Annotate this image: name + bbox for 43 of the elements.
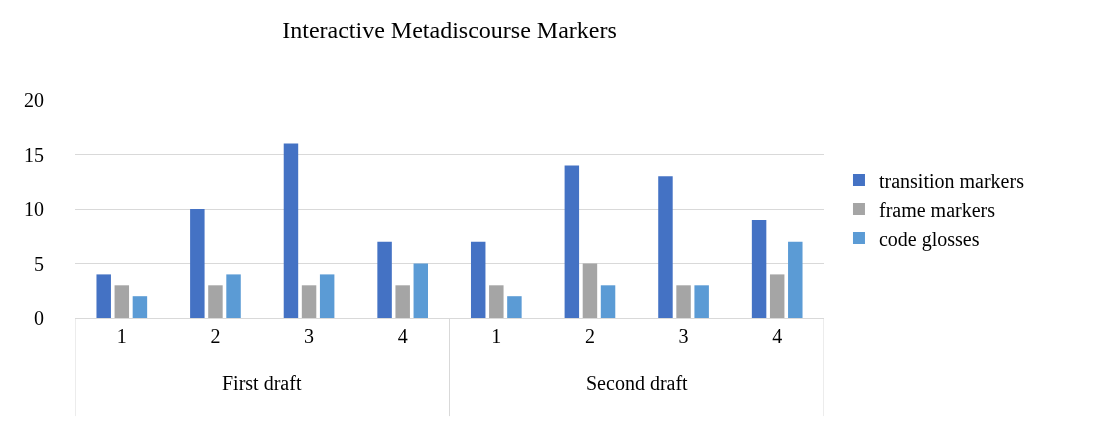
bar <box>413 263 429 318</box>
x-tick-label: 3 <box>304 325 315 347</box>
bar <box>301 285 317 318</box>
bar <box>769 274 785 318</box>
bar <box>564 165 580 318</box>
legend-label: code glosses <box>878 227 980 251</box>
bar <box>507 296 522 318</box>
y-tick-label: 15 <box>24 143 44 166</box>
bar <box>208 285 223 318</box>
bar <box>190 209 205 318</box>
bar <box>395 285 410 318</box>
y-tick-label: 20 <box>24 89 44 111</box>
text: First draft <box>222 372 302 394</box>
bar <box>114 285 130 318</box>
bar <box>470 241 486 318</box>
y-tick-label: 5 <box>34 252 44 275</box>
bar <box>377 241 392 318</box>
bar <box>658 176 673 318</box>
x-tick-label: 2 <box>210 325 221 347</box>
bar <box>582 263 598 318</box>
text: Second draft <box>586 372 689 394</box>
bar <box>319 274 335 318</box>
bar <box>489 285 504 318</box>
bar <box>788 241 803 318</box>
x-tick-label: 2 <box>584 325 595 347</box>
bar <box>283 143 299 318</box>
bar <box>226 274 241 318</box>
x-tick-label: 4 <box>772 325 783 347</box>
x-tick-label: 1 <box>116 325 127 347</box>
bar <box>694 285 709 318</box>
y-tick-label: 0 <box>34 307 44 329</box>
x-tick-label: 1 <box>491 325 502 347</box>
bar <box>600 285 616 318</box>
chart-title: Interactive Metadiscourse Markers <box>282 16 617 43</box>
legend-label: transition markers <box>878 169 1025 192</box>
bar <box>132 296 148 318</box>
x-tick-label: 3 <box>678 325 689 347</box>
bar <box>751 219 767 318</box>
x-tick-label: 4 <box>397 325 408 347</box>
bar <box>676 285 691 318</box>
legend-label: frame markers <box>878 198 996 221</box>
bar <box>96 274 111 318</box>
y-tick-label: 10 <box>24 198 44 220</box>
